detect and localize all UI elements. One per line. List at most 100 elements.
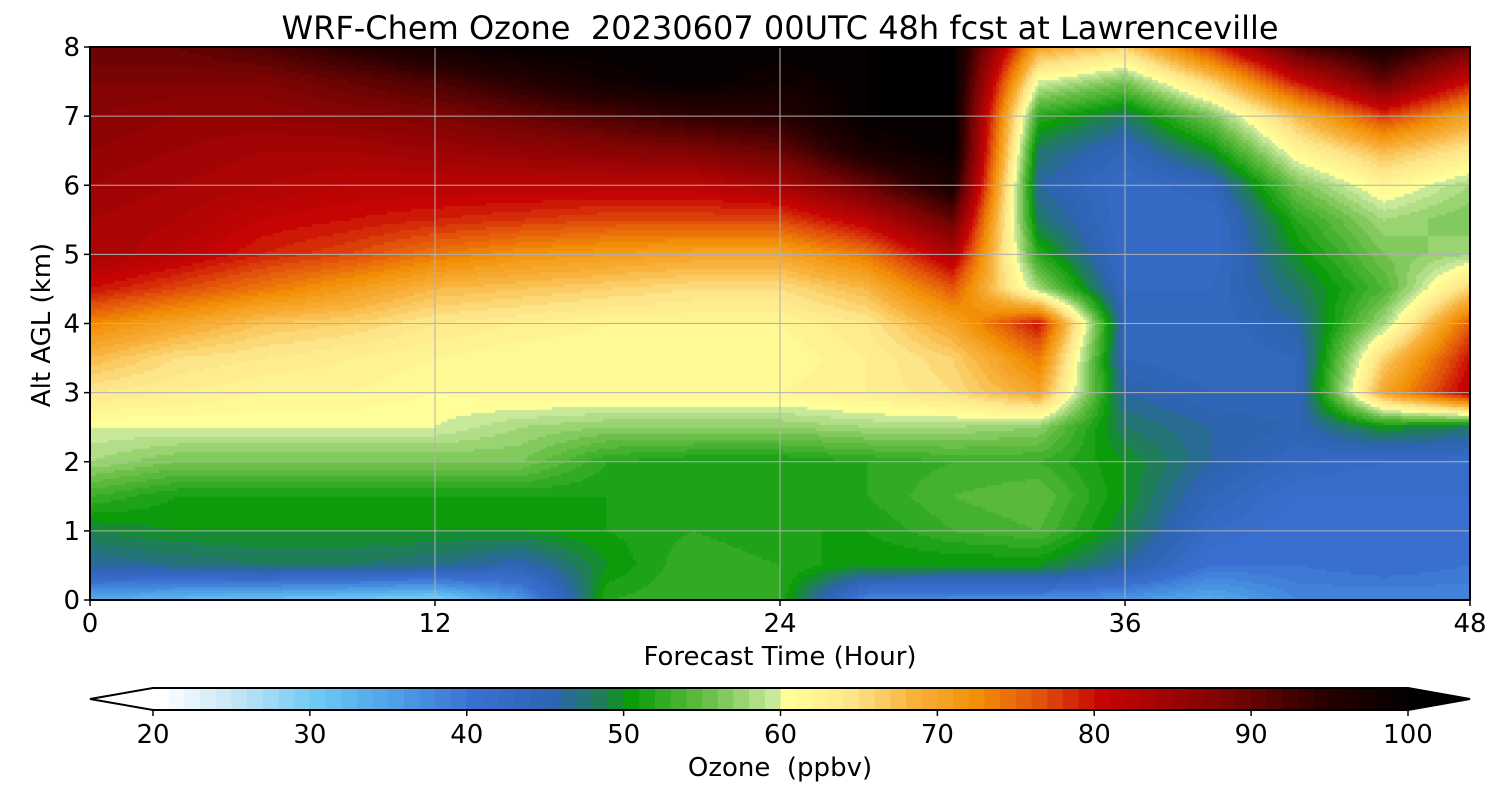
colorbar-cell [1313, 688, 1331, 710]
colorbar-cell [686, 688, 703, 710]
grid-lines [90, 47, 1470, 600]
colorbar-cell [937, 688, 954, 710]
colorbar-cell [388, 688, 405, 710]
colorbar-cell [906, 688, 923, 710]
colorbar-cell [247, 688, 264, 710]
y-tick-label: 7 [63, 102, 80, 132]
colorbar-tick-label: 20 [136, 720, 169, 750]
colorbar-tick-label: 50 [607, 720, 640, 750]
colorbar-label: Ozone (ppbv) [688, 753, 872, 783]
colorbar-cell [529, 688, 546, 710]
colorbar-cell [749, 688, 766, 710]
colorbar-color-cells [153, 688, 1409, 710]
y-axis-ticks: 0 1 2 3 4 5 6 7 8 [63, 33, 90, 616]
colorbar-ticks: 20 30 40 50 60 70 80 90 100 [136, 710, 1433, 750]
colorbar-cell [670, 688, 687, 710]
colorbar-cell [1219, 688, 1237, 710]
colorbar-cell [262, 688, 280, 710]
colorbar-cell [576, 688, 593, 710]
colorbar-cell [1345, 688, 1362, 710]
x-tick-label: 24 [763, 609, 796, 639]
colorbar-cell [560, 688, 578, 710]
x-tick-label: 48 [1453, 609, 1486, 639]
colorbar-cell [592, 688, 609, 710]
colorbar-cell [309, 688, 327, 710]
colorbar-cell [953, 688, 970, 710]
colorbar-cell [984, 688, 1001, 710]
y-tick-label: 1 [63, 517, 80, 547]
colorbar-cell [1282, 688, 1299, 710]
colorbar-cell [796, 688, 813, 710]
colorbar-cell [1266, 688, 1284, 710]
colorbar-cell [1298, 688, 1315, 710]
colorbar-cell [733, 688, 750, 710]
colorbar-cell [623, 688, 640, 710]
colorbar-cell [858, 688, 876, 710]
colorbar-over-arrow [1408, 688, 1470, 710]
colorbar-tick-label: 90 [1235, 720, 1268, 750]
colorbar-cell [780, 688, 797, 710]
colorbar-cell [843, 688, 860, 710]
colorbar-tick-label: 40 [450, 720, 483, 750]
colorbar: 20 30 40 50 60 70 80 90 100 [89, 687, 1471, 750]
colorbar-cell [890, 688, 907, 710]
y-tick-label: 4 [63, 310, 80, 340]
colorbar-cell [1078, 688, 1095, 710]
colorbar-cell [1109, 688, 1127, 710]
colorbar-cell [764, 688, 782, 710]
colorbar-cell [1125, 688, 1142, 710]
x-tick-label: 36 [1108, 609, 1141, 639]
colorbar-cell [1000, 688, 1017, 710]
colorbar-under-arrow [90, 688, 153, 710]
colorbar-cell [1360, 688, 1378, 710]
colorbar-cell [717, 688, 735, 710]
colorbar-cell [419, 688, 436, 710]
colorbar-tick-label: 30 [293, 720, 326, 750]
colorbar-cell [513, 688, 531, 710]
colorbar-cell [482, 688, 499, 710]
y-tick-label: 3 [63, 379, 80, 409]
colorbar-cell [1329, 688, 1346, 710]
colorbar-cell [168, 688, 185, 710]
colorbar-cell [1141, 688, 1158, 710]
colorbar-cell [968, 688, 986, 710]
x-tick-label: 12 [418, 609, 451, 639]
colorbar-cell [655, 688, 672, 710]
colorbar-cell [1251, 688, 1268, 710]
y-tick-label: 5 [63, 240, 80, 270]
colorbar-cell [184, 688, 201, 710]
colorbar-cell [466, 688, 484, 710]
colorbar-tick-label: 70 [921, 720, 954, 750]
colorbar-cell [921, 688, 938, 710]
x-axis-ticks: 0 12 24 36 48 [82, 600, 1487, 639]
colorbar-cell [372, 688, 389, 710]
colorbar-tick-label: 60 [764, 720, 797, 750]
colorbar-cell [1031, 688, 1048, 710]
colorbar-cell [702, 688, 719, 710]
y-tick-label: 0 [63, 586, 80, 616]
colorbar-cell [1047, 688, 1064, 710]
colorbar-tick-label: 80 [1078, 720, 1111, 750]
colorbar-cell [294, 688, 311, 710]
colorbar-cell [356, 688, 374, 710]
colorbar-cell [341, 688, 358, 710]
colorbar-cell [639, 688, 656, 710]
colorbar-cell [404, 688, 421, 710]
colorbar-cell [545, 688, 562, 710]
colorbar-cell [1392, 688, 1409, 710]
colorbar-cell [153, 688, 170, 710]
colorbar-cell [200, 688, 217, 710]
colorbar-tick-label: 100 [1383, 720, 1433, 750]
colorbar-cell [435, 688, 452, 710]
x-axis-label: Forecast Time (Hour) [643, 642, 916, 672]
chart-title: WRF-Chem Ozone 20230607 00UTC 48h fcst a… [281, 9, 1278, 47]
y-tick-label: 2 [63, 448, 80, 478]
colorbar-cell [827, 688, 844, 710]
colorbar-cell [1235, 688, 1252, 710]
colorbar-cell [811, 688, 829, 710]
colorbar-cell [231, 688, 248, 710]
colorbar-cell [451, 688, 468, 710]
colorbar-cell [325, 688, 342, 710]
